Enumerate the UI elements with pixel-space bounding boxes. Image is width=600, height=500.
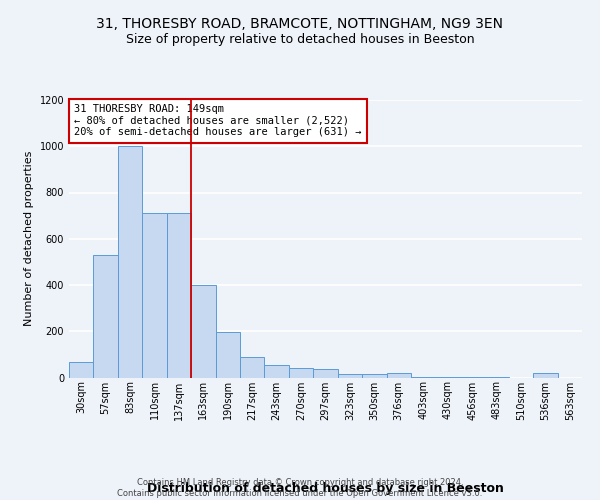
Bar (386, 374, 411, 378)
Text: 31 THORESBY ROAD: 149sqm
← 80% of detached houses are smaller (2,522)
20% of sem: 31 THORESBY ROAD: 149sqm ← 80% of detach… (74, 104, 362, 138)
Bar (240, 357, 265, 378)
Bar (411, 377, 436, 378)
X-axis label: Distribution of detached houses by size in Beeston: Distribution of detached houses by size … (147, 482, 504, 495)
Bar (338, 374, 362, 378)
Bar (533, 374, 557, 378)
Bar (69, 362, 94, 378)
Bar (436, 377, 460, 378)
Bar (94, 255, 118, 378)
Bar (215, 332, 240, 378)
Y-axis label: Number of detached properties: Number of detached properties (24, 151, 34, 326)
Bar (191, 285, 215, 378)
Bar (118, 146, 142, 378)
Text: Contains HM Land Registry data © Crown copyright and database right 2024.
Contai: Contains HM Land Registry data © Crown c… (118, 478, 482, 498)
Text: 31, THORESBY ROAD, BRAMCOTE, NOTTINGHAM, NG9 3EN: 31, THORESBY ROAD, BRAMCOTE, NOTTINGHAM,… (97, 18, 503, 32)
Text: Size of property relative to detached houses in Beeston: Size of property relative to detached ho… (125, 32, 475, 46)
Bar (167, 214, 191, 378)
Bar (362, 374, 386, 378)
Bar (289, 368, 313, 378)
Bar (142, 214, 167, 378)
Bar (265, 365, 289, 378)
Bar (313, 370, 338, 378)
